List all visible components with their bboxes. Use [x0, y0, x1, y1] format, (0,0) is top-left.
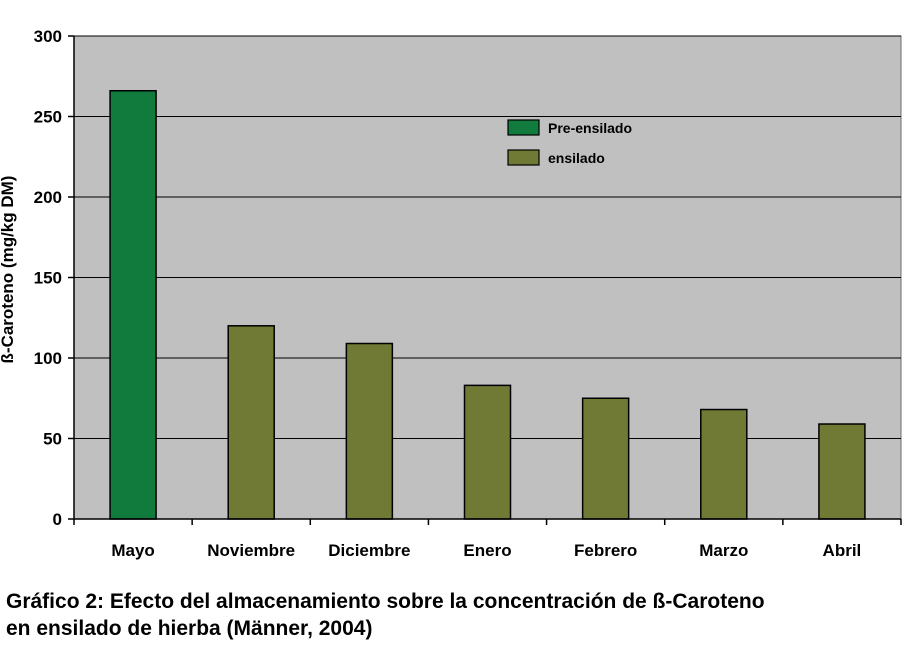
legend-swatch-pre-ensilado — [507, 119, 540, 136]
caption-line-2: en ensilado de hierba (Männer, 2004) — [6, 617, 373, 640]
y-axis-title: ß-Caroteno (mg/kg DM) — [0, 176, 17, 364]
y-tick-label: 300 — [34, 27, 62, 46]
bar-marzo — [700, 408, 748, 520]
y-tick-label: 250 — [34, 108, 62, 127]
figure-caption: Gráfico 2: Efecto del almacenamiento sob… — [6, 588, 918, 642]
caption-line-1: Gráfico 2: Efecto del almacenamiento sob… — [6, 590, 765, 613]
bar-noviembre — [227, 325, 275, 520]
bar-enero — [463, 384, 512, 520]
x-tick-label-febrero: Febrero — [574, 541, 637, 560]
x-tick-label-noviembre: Noviembre — [207, 541, 295, 560]
y-tick-label: 100 — [34, 349, 62, 368]
legend-label-pre-ensilado: Pre-ensilado — [548, 120, 632, 136]
legend: Pre-ensilado ensilado — [507, 119, 632, 166]
axes — [68, 35, 902, 525]
bar-chart: 0 50 100 150 200 250 300 Mayo Noviembre Diciembre… — [0, 27, 902, 560]
bar-abril — [818, 423, 866, 520]
x-tick-label-marzo: Marzo — [699, 541, 748, 560]
y-tick-label: 0 — [53, 510, 62, 529]
x-tick-label-abril: Abril — [823, 541, 862, 560]
tick-labels: 0 50 100 150 200 250 300 Mayo Noviembre Diciembre… — [34, 27, 862, 560]
x-tick-label-enero: Enero — [463, 541, 511, 560]
bar-diciembre — [345, 342, 394, 520]
bars — [109, 89, 866, 520]
legend-swatch-ensilado — [507, 149, 540, 166]
x-tick-label-diciembre: Diciembre — [328, 541, 410, 560]
y-tick-label: 200 — [34, 188, 62, 207]
bar-mayo — [109, 89, 157, 520]
legend-label-ensilado: ensilado — [548, 150, 605, 166]
y-tick-label: 150 — [34, 269, 62, 288]
y-tick-label: 50 — [43, 430, 62, 449]
x-tick-label-mayo: Mayo — [111, 541, 154, 560]
bar-febrero — [581, 397, 630, 520]
gridlines — [74, 35, 901, 439]
